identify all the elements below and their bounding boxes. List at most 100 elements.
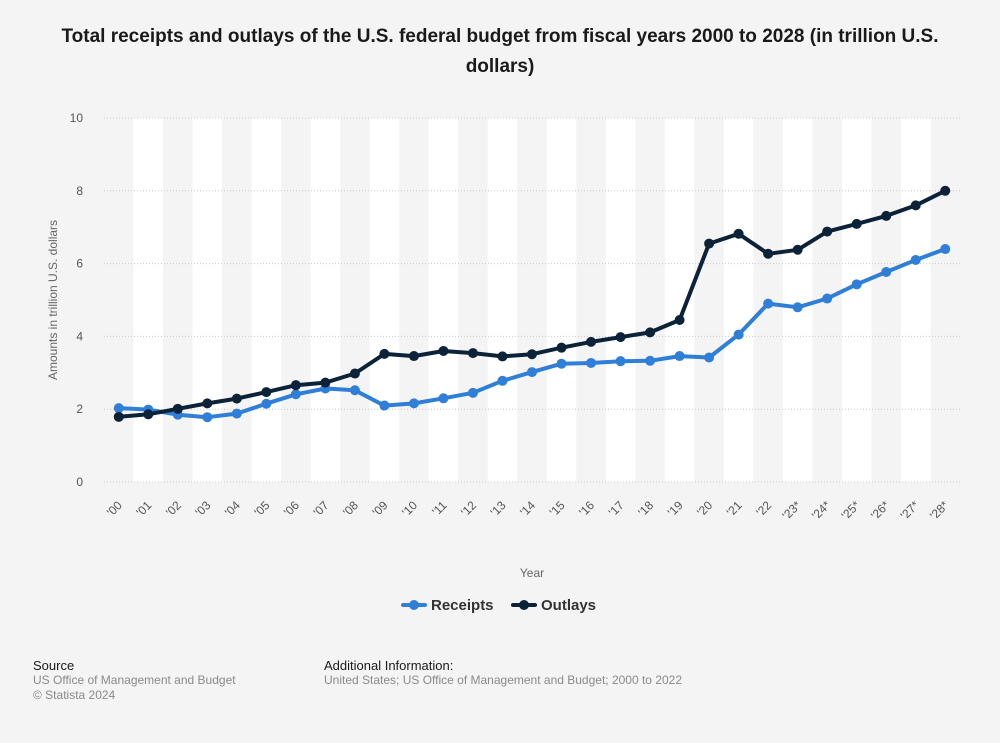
- data-point-outlays: [143, 409, 154, 420]
- data-point-receipts: [261, 398, 272, 409]
- column-band: [605, 118, 636, 482]
- chart-title: Total receipts and outlays of the U.S. f…: [61, 26, 939, 77]
- data-point-receipts: [379, 400, 390, 411]
- legend-item-outlays[interactable]: Outlays: [511, 597, 596, 614]
- data-point-receipts: [910, 254, 921, 265]
- data-point-receipts: [763, 298, 774, 309]
- data-point-outlays: [763, 248, 774, 259]
- footer-additional-info: Additional Information: United States; U…: [324, 658, 682, 688]
- x-tick-label: '19: [665, 498, 686, 519]
- data-point-outlays: [881, 210, 892, 221]
- column-band: [664, 118, 695, 482]
- data-point-receipts: [290, 389, 301, 400]
- x-axis-title: Year: [520, 566, 544, 580]
- data-point-receipts: [438, 393, 449, 404]
- x-tick-label: '17: [606, 498, 627, 519]
- column-bands: [133, 118, 931, 482]
- data-point-outlays: [290, 380, 301, 391]
- data-point-receipts: [349, 385, 360, 396]
- legend: Receipts Outlays: [401, 597, 596, 614]
- column-band: [841, 118, 872, 482]
- legend-label-receipts: Receipts: [431, 597, 494, 614]
- source-heading: Source: [33, 658, 75, 673]
- data-point-outlays: [261, 387, 272, 398]
- data-point-outlays: [822, 226, 833, 237]
- legend-marker-outlays: [519, 600, 529, 610]
- data-point-outlays: [556, 342, 567, 353]
- x-tick-label: '09: [370, 498, 391, 519]
- data-point-receipts: [645, 355, 656, 366]
- y-axis-ticks: 0 2 4 6 8 10: [70, 111, 84, 489]
- column-band: [487, 118, 518, 482]
- data-point-receipts: [527, 367, 537, 378]
- data-point-receipts: [940, 244, 951, 255]
- data-point-receipts: [674, 351, 685, 362]
- column-band: [369, 118, 400, 482]
- column-band: [428, 118, 459, 482]
- series-line-receipts: [116, 247, 948, 420]
- legend-item-receipts[interactable]: Receipts: [401, 597, 494, 614]
- data-point-outlays: [940, 185, 951, 196]
- series-line-outlays: [116, 188, 948, 419]
- data-point-outlays: [172, 403, 183, 414]
- data-point-outlays: [704, 238, 715, 249]
- x-tick-label: '22: [753, 498, 774, 519]
- x-tick-label: '24*: [809, 498, 833, 522]
- x-tick-label: '01: [133, 498, 154, 519]
- column-band: [546, 118, 577, 482]
- footer-source: Source US Office of Management and Budge…: [33, 658, 236, 703]
- column-band: [723, 118, 754, 482]
- data-point-outlays: [527, 349, 537, 360]
- data-point-outlays: [615, 332, 626, 343]
- data-point-receipts: [822, 293, 833, 304]
- x-tick-label: '04: [222, 498, 243, 519]
- data-point-outlays: [438, 345, 449, 356]
- column-band: [782, 118, 813, 482]
- source-line: US Office of Management and Budget: [33, 673, 236, 687]
- column-band: [251, 118, 282, 482]
- data-point-receipts: [851, 279, 862, 290]
- data-point-outlays: [379, 348, 390, 359]
- column-band: [900, 118, 931, 482]
- x-tick-label: '26*: [868, 498, 892, 522]
- data-point-outlays: [202, 398, 213, 409]
- data-point-receipts: [231, 408, 242, 419]
- column-band: [192, 118, 223, 482]
- series-layer: [113, 185, 951, 423]
- x-tick-label: '08: [340, 498, 361, 519]
- legend-label-outlays: Outlays: [541, 597, 596, 614]
- x-tick-label: '06: [281, 498, 302, 519]
- x-tick-label: '14: [517, 498, 538, 519]
- data-point-receipts: [792, 302, 803, 313]
- x-tick-label: '16: [576, 498, 597, 519]
- x-tick-label: '00: [104, 498, 125, 519]
- data-point-outlays: [320, 377, 331, 388]
- data-point-outlays: [645, 327, 656, 338]
- data-point-outlays: [910, 200, 921, 211]
- data-point-outlays: [467, 348, 478, 359]
- data-point-receipts: [467, 387, 478, 398]
- data-point-receipts: [202, 412, 213, 423]
- data-point-outlays: [792, 244, 803, 255]
- x-tick-label: '15: [547, 498, 568, 519]
- data-point-receipts: [704, 352, 715, 363]
- y-tick-label: 4: [76, 329, 83, 343]
- copyright-line: © Statista 2024: [33, 688, 116, 702]
- y-tick-label: 10: [70, 111, 84, 125]
- x-tick-label: '23*: [780, 498, 804, 522]
- x-tick-label: '27*: [898, 498, 922, 522]
- data-point-outlays: [851, 218, 862, 229]
- data-point-receipts: [497, 375, 508, 386]
- data-point-receipts: [408, 398, 419, 409]
- info-line: United States; US Office of Management a…: [324, 673, 683, 687]
- data-point-outlays: [586, 336, 597, 347]
- y-tick-label: 8: [76, 184, 83, 198]
- data-point-outlays: [408, 351, 419, 362]
- x-tick-label: '13: [488, 498, 509, 519]
- x-tick-label: '11: [429, 498, 450, 519]
- x-tick-label: '21: [724, 498, 745, 519]
- y-axis-title: Amounts in trillion U.S. dollars: [46, 220, 60, 380]
- column-band: [310, 118, 341, 482]
- info-heading: Additional Information:: [324, 658, 454, 673]
